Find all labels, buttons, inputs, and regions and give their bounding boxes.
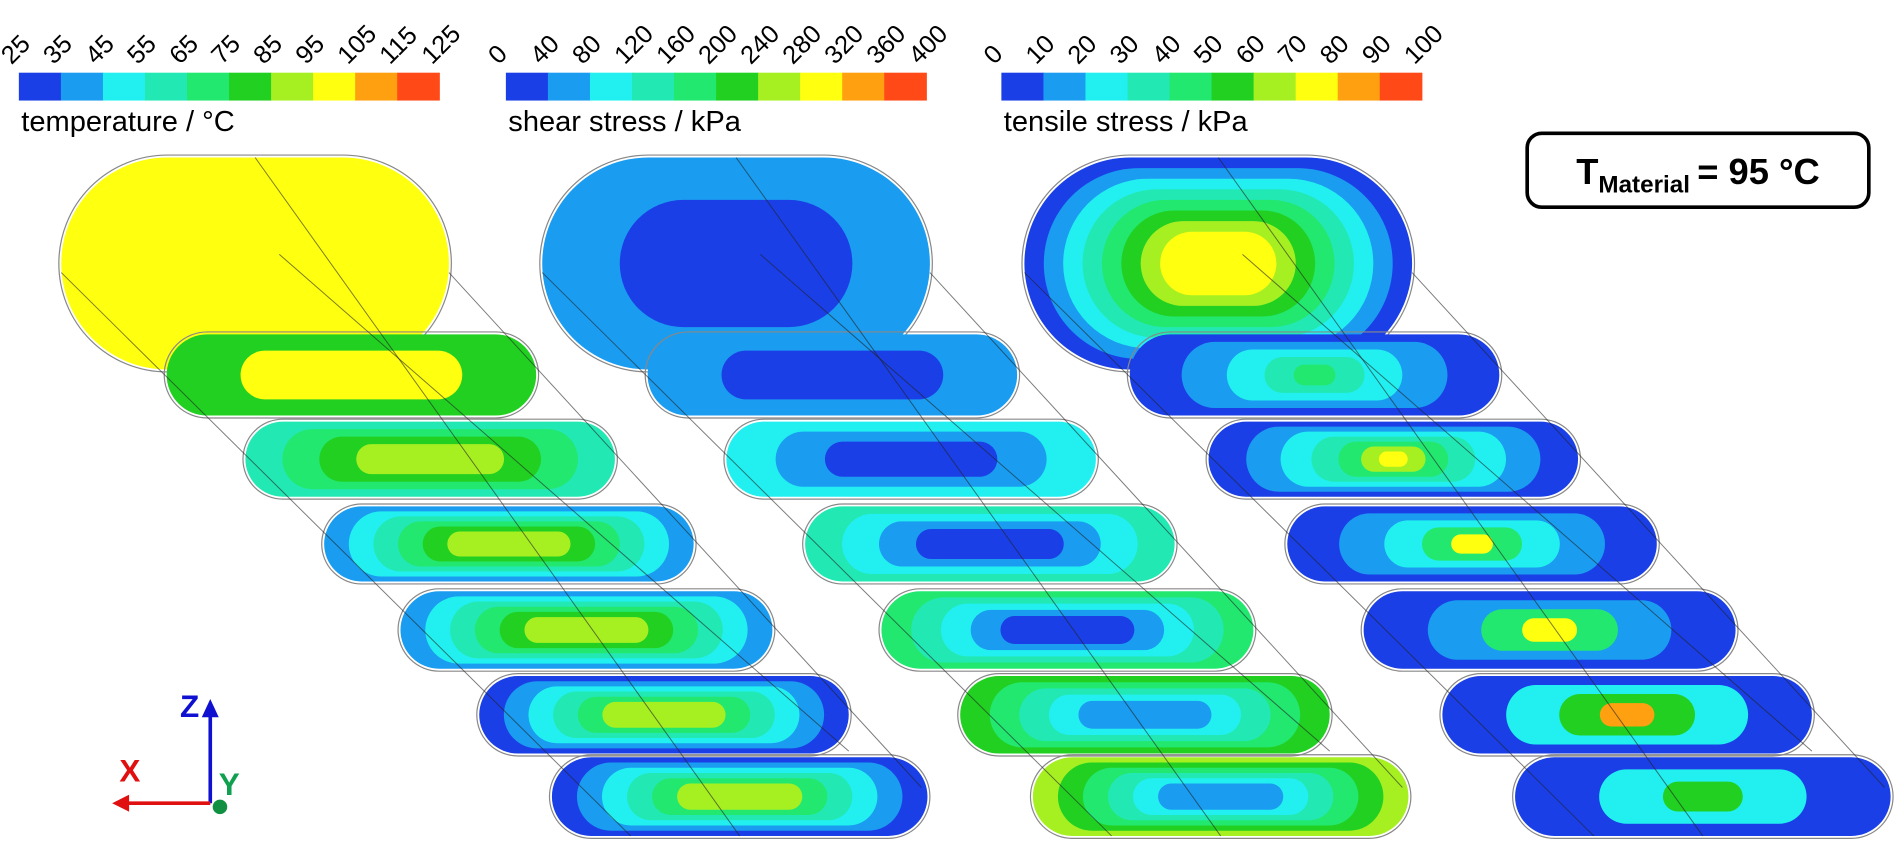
colorbar-segment [800,73,843,101]
colorbar-tick-label: 75 [206,30,246,70]
contour-band [620,200,853,327]
annotation-subscript: Material [1598,172,1690,199]
colorbar-segment [355,73,398,101]
contour-band [602,702,725,728]
colorbar-label: tensile stress / kPa [1004,106,1249,138]
colorbar-tick-label: 40 [525,30,565,70]
figure: 2535455565758595105115125 temperature / °… [0,0,1901,842]
colorbar-segment [1296,73,1339,101]
colorbar-segment [229,73,272,101]
colorbar-segment [716,73,759,101]
contour-band [916,529,1064,559]
colorbar-segment [19,73,62,101]
colorbar-segment [1128,73,1171,101]
colorbar-tick-label: 280 [777,20,827,70]
colorbar-tick-label: 125 [416,20,466,70]
annotation-text: = 95 °C [1697,151,1820,192]
colorbar-segment [1085,73,1128,101]
contour-band [1451,534,1493,553]
colorbar-tick-label: 10 [1021,30,1061,70]
colorbar-tick-label: 160 [651,20,701,70]
colorbar-tick-label: 0 [483,40,513,70]
colorbar-segment [758,73,801,101]
contour-band [825,442,997,477]
colorbar-tick-label: 105 [332,20,382,70]
colorbar-segment [1170,73,1213,101]
x-axis-label: X [119,752,140,788]
contour-band [677,783,802,809]
colorbar-tick-label: 60 [1231,30,1271,70]
contour-band [1158,783,1283,809]
colorbar-tick-label: 80 [567,30,607,70]
z-axis-label: Z [180,688,199,724]
colorbar-tick-label: 55 [122,30,162,70]
colorbar-tick-label: 0 [979,40,1009,70]
colorbar-segment [590,73,633,101]
colorbar-label: shear stress / kPa [508,106,741,138]
colorbar-segment [103,73,146,101]
colorbar-tick-label: 65 [164,30,204,70]
colorbar-segment [548,73,591,101]
colorbar-tick-label: 20 [1063,30,1103,70]
colorbar-tick-label: 95 [290,30,330,70]
contour-band [1600,703,1655,726]
colorbar-tick-label: 25 [0,30,36,70]
colorbar-tick-label: 120 [609,20,659,70]
colorbar-segment [884,73,927,101]
contour-band [1078,701,1211,729]
colorbar-tick-label: 400 [903,20,953,70]
colorbar-segment [632,73,675,101]
colorbar-tick-label: 100 [1399,20,1449,70]
colorbar-tick-label: 30 [1105,30,1145,70]
colorbar-tick-label: 35 [38,30,78,70]
contour-band [241,351,463,400]
colorbar-segment [506,73,549,101]
page: 2535455565758595105115125 temperature / °… [0,0,1901,842]
colorbar-segment [1212,73,1255,101]
contour-band [722,351,944,400]
contour-band [1379,452,1408,467]
contour-band [1160,232,1276,296]
colorbar-tick-label: 40 [1147,30,1187,70]
contour-band [1000,616,1134,644]
colorbar-segment [674,73,717,101]
colorbar-segment [313,73,356,101]
colorbar-segment [145,73,188,101]
colorbar-tick-label: 240 [735,20,785,70]
axis-triad: Z X Y [112,688,240,814]
colorbar-segment [1380,73,1423,101]
colorbar-tick-label: 70 [1273,30,1313,70]
contour-band [1294,365,1336,386]
colorbar-tick-label: 50 [1189,30,1229,70]
colorbar-tick-label: 45 [80,30,120,70]
contour-band [356,444,504,474]
y-axis-dot [213,800,228,815]
colorbar-tick-label: 90 [1357,30,1397,70]
colorbar-tick-label: 80 [1315,30,1355,70]
colorbar-segment [1254,73,1297,101]
colorbar-segment [1043,73,1086,101]
annotation-symbol: T [1576,151,1598,192]
colorbar-tick-label: 360 [861,20,911,70]
colorbar-tick-label: 85 [248,30,288,70]
colorbar-tick-label: 200 [693,20,743,70]
colorbar-segment [187,73,230,101]
x-axis-head [112,795,129,812]
colorbar-segment [1001,73,1044,101]
colorbar-label: temperature / °C [21,106,235,138]
colorbar-segment [61,73,104,101]
colorbar-segment [271,73,314,101]
colorbar-segment [1338,73,1381,101]
colorbar-tick-label: 115 [374,21,422,69]
colorbar-tick-label: 320 [819,20,869,70]
z-axis-head [202,699,219,717]
colorbar-segment [842,73,885,101]
contour-band [447,531,570,556]
y-axis-label: Y [219,766,240,802]
colorbar-segment [397,73,440,101]
